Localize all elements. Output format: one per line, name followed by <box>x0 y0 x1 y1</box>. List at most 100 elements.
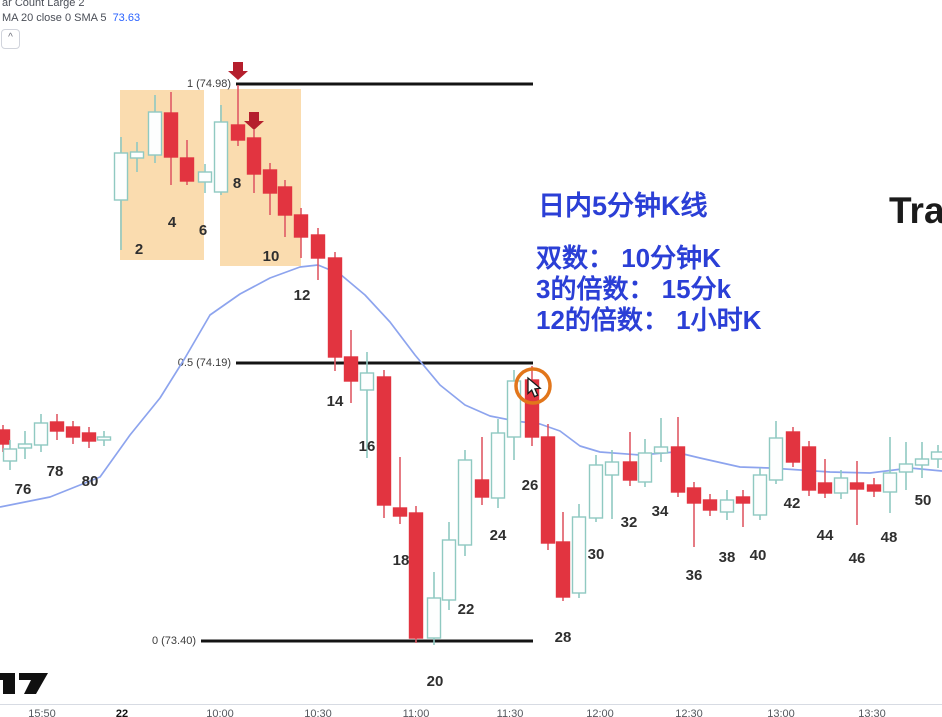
candle-body <box>81 432 97 442</box>
bar-count-label: 44 <box>817 527 834 544</box>
candle-body <box>147 111 163 156</box>
candle-body <box>0 429 11 445</box>
time-axis-tick: 13:00 <box>767 708 795 717</box>
highlight-box-drawing[interactable] <box>220 89 301 266</box>
candle-body <box>343 356 359 382</box>
bar-count-label: 22 <box>458 601 475 618</box>
bar-count-label: 40 <box>750 547 767 564</box>
candle-body <box>702 499 718 511</box>
candle-body <box>179 157 195 182</box>
indicator-title[interactable]: ar Count Large 2 <box>2 0 85 9</box>
bar-count-label: 18 <box>393 552 410 569</box>
candle-body <box>33 422 49 446</box>
candle-body <box>882 472 898 493</box>
candle-body <box>457 459 473 546</box>
candle-body <box>604 461 620 476</box>
candle-body <box>833 477 849 494</box>
time-axis-tick: 11:00 <box>402 708 430 717</box>
collapse-indicator-button[interactable]: ^ <box>1 29 20 49</box>
candle-body <box>506 380 522 438</box>
candle-body <box>65 426 81 438</box>
candle-body <box>17 443 33 449</box>
candle-body <box>752 474 768 516</box>
candle-body <box>293 214 309 238</box>
candle-body <box>571 516 587 594</box>
bar-count-label: 4 <box>168 214 177 231</box>
candle-body <box>898 463 914 473</box>
bar-count-label: 80 <box>82 473 99 490</box>
fib-level-label: 0.5 (74.19) <box>178 357 231 369</box>
time-axis-tick: 10:00 <box>206 708 234 717</box>
candle-body <box>376 376 392 506</box>
candle-body <box>426 597 442 639</box>
candle-body <box>49 421 65 432</box>
time-axis-tick: 15:50 <box>28 708 56 717</box>
candle-body <box>197 171 213 183</box>
candle-body <box>392 507 408 517</box>
watermark-text: Tra <box>889 190 942 231</box>
candle-body <box>866 484 882 492</box>
candle-body <box>474 479 490 498</box>
candle-body <box>327 257 343 358</box>
indicator-value: 73.63 <box>112 12 141 24</box>
bar-count-label: 26 <box>522 477 539 494</box>
candle-body <box>96 436 112 441</box>
candle-body <box>262 169 278 194</box>
candle-body <box>817 482 833 494</box>
candle-body <box>735 496 751 504</box>
candle-body <box>213 121 229 193</box>
moving-average-line <box>0 264 942 508</box>
candle-body <box>930 451 942 460</box>
candle-body <box>113 152 129 201</box>
bar-count-label: 28 <box>555 629 572 646</box>
bar-count-label: 2 <box>135 241 143 258</box>
time-axis-tick: 22 <box>115 708 129 717</box>
bar-count-label: 46 <box>849 550 866 567</box>
indicator-status-line[interactable]: MA 20 close 0 SMA 5 73.63 <box>2 12 140 24</box>
annotation-line: 3的倍数： 15分k <box>536 274 732 304</box>
highlight-circle-drawing[interactable] <box>514 367 552 405</box>
fib-level-label: 1 (74.98) <box>187 78 231 90</box>
candle-body <box>768 437 784 481</box>
tradingview-logo <box>0 673 48 694</box>
bar-count-label: 6 <box>199 222 207 239</box>
candle-body <box>277 186 293 216</box>
bar-count-label: 20 <box>427 673 444 690</box>
time-axis-tick: 10:30 <box>304 708 332 717</box>
candle-body <box>670 446 686 493</box>
candle-body <box>653 446 669 454</box>
bar-count-label: 16 <box>359 438 376 455</box>
fib-level-label: 0 (73.40) <box>152 635 196 647</box>
time-axis-tick: 13:30 <box>858 708 886 717</box>
candle-body <box>441 539 457 601</box>
down-arrow-drawing[interactable] <box>228 62 248 80</box>
candle-body <box>801 446 817 491</box>
annotation-notes: 双数： 10分钟K 3的倍数： 15分k 12的倍数： 1小时K <box>536 243 761 336</box>
candle-body <box>849 482 865 490</box>
annotation-line: 12的倍数： 1小时K <box>536 305 762 335</box>
candle-body <box>637 452 653 483</box>
bar-count-label: 30 <box>588 546 605 563</box>
bar-count-label: 34 <box>652 503 669 520</box>
candle-body <box>163 112 179 158</box>
candle-body <box>540 436 556 544</box>
bar-count-label: 38 <box>719 549 736 566</box>
candle-body <box>686 487 702 504</box>
mouse-cursor <box>527 376 542 398</box>
time-axis-tick: 12:30 <box>675 708 703 717</box>
time-axis[interactable]: 15:50 22 10:00 10:30 11:00 11:30 12:00 12:30 13:… <box>0 704 942 717</box>
candle-body <box>2 448 18 462</box>
bar-count-label: 36 <box>686 567 703 584</box>
candle-body <box>555 541 571 598</box>
bar-count-label: 32 <box>621 514 638 531</box>
bar-count-label: 24 <box>490 527 507 544</box>
candle-body <box>914 458 930 466</box>
bar-count-label: 14 <box>327 393 344 410</box>
bar-count-label: 42 <box>784 495 801 512</box>
bar-count-label: 12 <box>294 287 311 304</box>
down-arrow-drawing[interactable] <box>244 112 264 130</box>
bar-count-label: 76 <box>15 481 32 498</box>
candle-body <box>785 431 801 463</box>
